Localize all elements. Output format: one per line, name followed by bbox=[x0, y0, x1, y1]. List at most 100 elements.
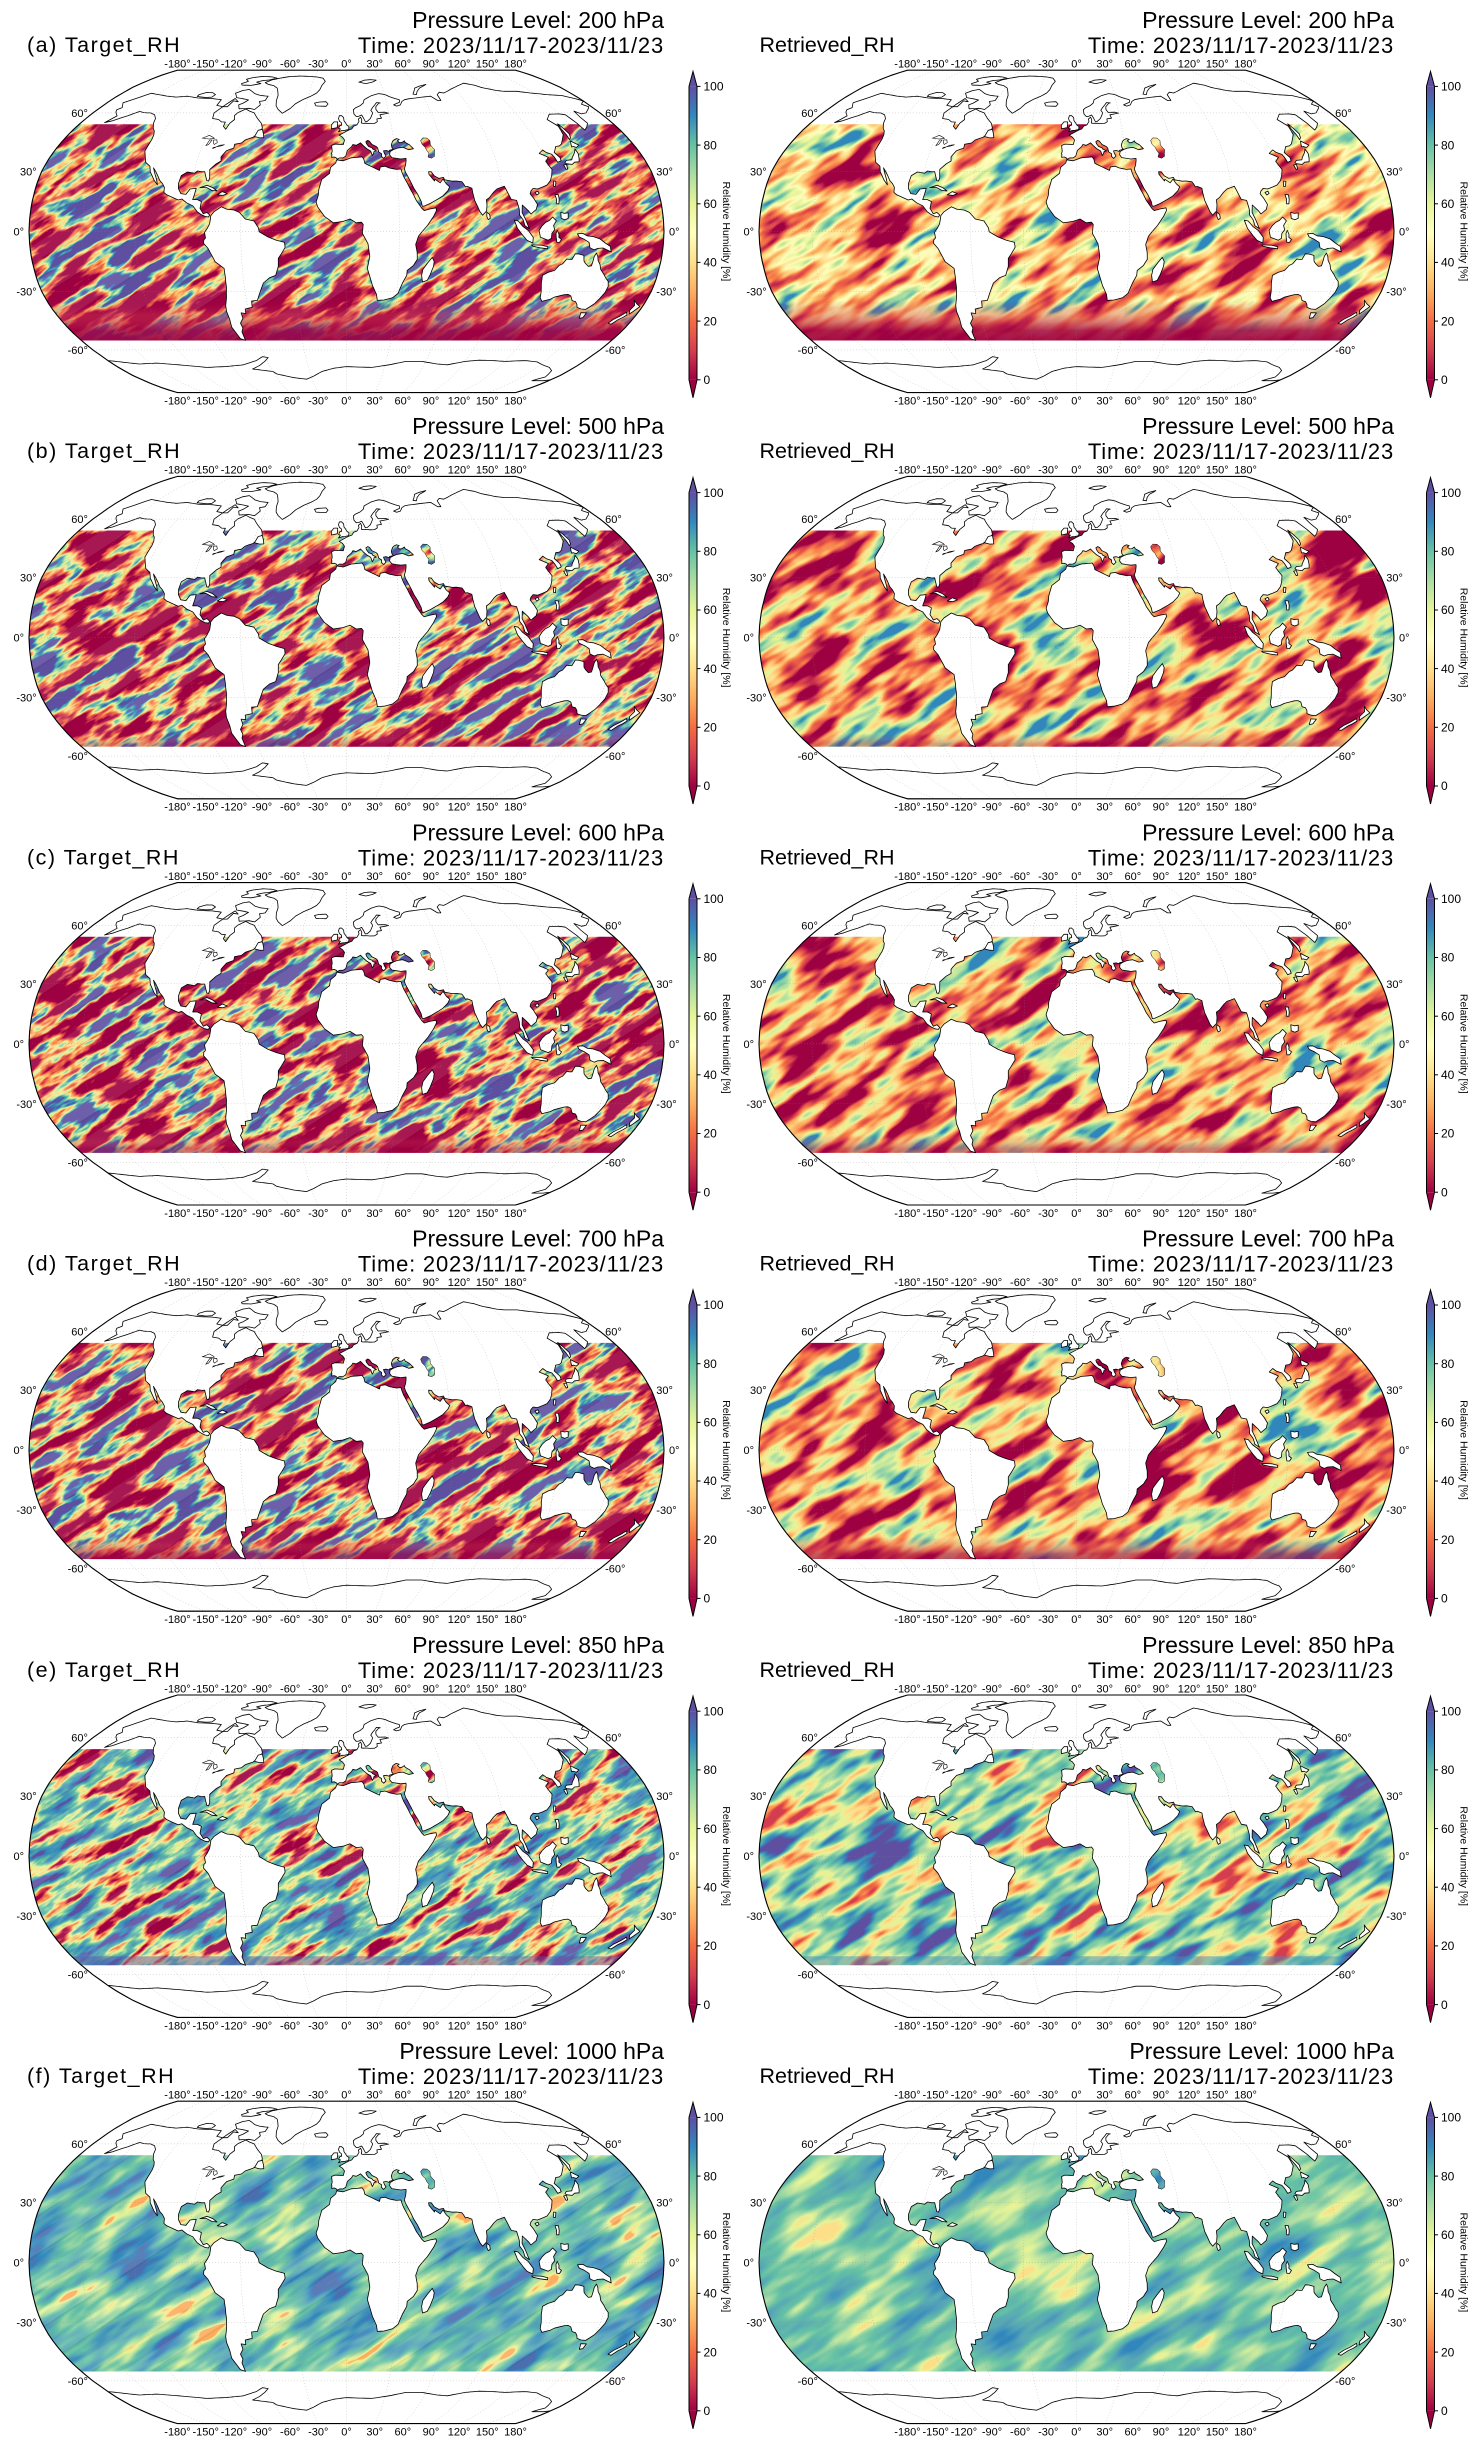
svg-text:60°: 60° bbox=[1124, 1277, 1141, 1289]
svg-text:-150°: -150° bbox=[922, 1208, 948, 1220]
svg-text:30°: 30° bbox=[366, 2090, 383, 2102]
svg-text:-30°: -30° bbox=[656, 1505, 676, 1517]
svg-text:0°: 0° bbox=[1071, 2020, 1082, 2032]
svg-text:30°: 30° bbox=[750, 166, 767, 178]
svg-text:Pressure Level: 500 hPa: Pressure Level: 500 hPa bbox=[1142, 413, 1394, 439]
svg-text:30°: 30° bbox=[750, 573, 767, 585]
svg-text:-30°: -30° bbox=[308, 2020, 328, 2032]
svg-text:-180°: -180° bbox=[894, 59, 920, 71]
svg-text:180°: 180° bbox=[504, 2427, 527, 2439]
svg-text:-180°: -180° bbox=[164, 1683, 190, 1695]
svg-text:-150°: -150° bbox=[192, 802, 218, 814]
svg-text:60°: 60° bbox=[1124, 871, 1141, 883]
svg-text:60°: 60° bbox=[394, 802, 411, 814]
svg-text:30°: 30° bbox=[20, 166, 37, 178]
svg-text:90°: 90° bbox=[1153, 2020, 1170, 2032]
svg-text:-30°: -30° bbox=[656, 286, 676, 298]
svg-text:-90°: -90° bbox=[252, 802, 272, 814]
svg-text:(f) Target_RH: (f) Target_RH bbox=[27, 2064, 175, 2088]
svg-text:180°: 180° bbox=[1234, 2020, 1257, 2032]
svg-text:-180°: -180° bbox=[894, 1683, 920, 1695]
svg-text:60°: 60° bbox=[394, 1614, 411, 1626]
svg-text:-60°: -60° bbox=[1010, 2020, 1030, 2032]
svg-text:0°: 0° bbox=[341, 2020, 352, 2032]
svg-text:150°: 150° bbox=[476, 1208, 499, 1220]
svg-text:0°: 0° bbox=[341, 1277, 352, 1289]
svg-text:Pressure Level: 600 hPa: Pressure Level: 600 hPa bbox=[412, 819, 664, 845]
svg-text:180°: 180° bbox=[1234, 871, 1257, 883]
svg-text:60°: 60° bbox=[801, 1733, 818, 1745]
svg-text:60°: 60° bbox=[605, 1733, 622, 1745]
svg-text:120°: 120° bbox=[448, 1208, 471, 1220]
svg-text:0°: 0° bbox=[1071, 2090, 1082, 2102]
svg-text:-90°: -90° bbox=[982, 1614, 1002, 1626]
svg-text:-60°: -60° bbox=[68, 751, 88, 763]
svg-text:Pressure Level: 500 hPa: Pressure Level: 500 hPa bbox=[412, 413, 664, 439]
svg-text:60°: 60° bbox=[605, 920, 622, 932]
svg-text:30°: 30° bbox=[750, 1385, 767, 1397]
svg-text:30°: 30° bbox=[366, 1614, 383, 1626]
svg-text:-30°: -30° bbox=[746, 1099, 766, 1111]
svg-text:Relative Humidity [%]: Relative Humidity [%] bbox=[1458, 1806, 1470, 1906]
svg-text:60°: 60° bbox=[1335, 108, 1352, 120]
svg-text:Pressure Level: 700 hPa: Pressure Level: 700 hPa bbox=[1142, 1226, 1394, 1252]
svg-text:0°: 0° bbox=[1071, 802, 1082, 814]
svg-text:30°: 30° bbox=[1386, 573, 1403, 585]
svg-text:0°: 0° bbox=[13, 2257, 24, 2269]
svg-text:-120°: -120° bbox=[221, 396, 247, 408]
svg-text:Retrieved_RH: Retrieved_RH bbox=[760, 33, 895, 57]
svg-text:-150°: -150° bbox=[192, 2090, 218, 2102]
svg-text:60°: 60° bbox=[1124, 59, 1141, 71]
svg-text:180°: 180° bbox=[504, 396, 527, 408]
svg-text:-60°: -60° bbox=[1335, 1970, 1355, 1982]
svg-text:-90°: -90° bbox=[252, 1208, 272, 1220]
svg-text:-180°: -180° bbox=[164, 396, 190, 408]
svg-text:Pressure Level: 700 hPa: Pressure Level: 700 hPa bbox=[412, 1226, 664, 1252]
svg-text:Time: 2023/11/17-2023/11/23: Time: 2023/11/17-2023/11/23 bbox=[358, 1252, 664, 1277]
svg-text:-60°: -60° bbox=[1010, 1683, 1030, 1695]
svg-text:150°: 150° bbox=[1206, 1277, 1229, 1289]
svg-text:30°: 30° bbox=[1386, 1791, 1403, 1803]
svg-text:150°: 150° bbox=[476, 1683, 499, 1695]
svg-text:-90°: -90° bbox=[252, 1277, 272, 1289]
svg-text:-150°: -150° bbox=[922, 1683, 948, 1695]
svg-text:-120°: -120° bbox=[951, 871, 977, 883]
svg-text:60°: 60° bbox=[1124, 2090, 1141, 2102]
svg-text:60°: 60° bbox=[1124, 1208, 1141, 1220]
svg-text:-150°: -150° bbox=[192, 1277, 218, 1289]
svg-text:150°: 150° bbox=[476, 465, 499, 477]
svg-text:60°: 60° bbox=[394, 2427, 411, 2439]
svg-text:30°: 30° bbox=[656, 1791, 673, 1803]
svg-text:-120°: -120° bbox=[221, 59, 247, 71]
svg-text:0°: 0° bbox=[743, 1039, 754, 1051]
svg-text:90°: 90° bbox=[423, 1614, 440, 1626]
svg-text:60°: 60° bbox=[605, 514, 622, 526]
svg-text:30°: 30° bbox=[656, 1385, 673, 1397]
svg-text:-90°: -90° bbox=[982, 871, 1002, 883]
svg-text:-30°: -30° bbox=[308, 1208, 328, 1220]
svg-text:-30°: -30° bbox=[1386, 1099, 1406, 1111]
svg-text:-90°: -90° bbox=[252, 2090, 272, 2102]
svg-text:30°: 30° bbox=[656, 979, 673, 991]
svg-text:-150°: -150° bbox=[922, 2020, 948, 2032]
svg-text:-60°: -60° bbox=[68, 345, 88, 357]
svg-text:-60°: -60° bbox=[605, 751, 625, 763]
svg-text:60°: 60° bbox=[1124, 2020, 1141, 2032]
svg-text:0°: 0° bbox=[669, 1445, 680, 1457]
svg-text:120°: 120° bbox=[1178, 802, 1201, 814]
svg-text:60°: 60° bbox=[394, 2090, 411, 2102]
svg-text:-120°: -120° bbox=[951, 59, 977, 71]
svg-text:30°: 30° bbox=[366, 802, 383, 814]
svg-text:-90°: -90° bbox=[982, 59, 1002, 71]
svg-text:-30°: -30° bbox=[16, 693, 36, 705]
svg-text:30°: 30° bbox=[20, 573, 37, 585]
svg-text:-30°: -30° bbox=[1038, 1277, 1058, 1289]
svg-text:60°: 60° bbox=[1124, 396, 1141, 408]
svg-text:120°: 120° bbox=[448, 1614, 471, 1626]
svg-text:-90°: -90° bbox=[252, 871, 272, 883]
svg-text:120°: 120° bbox=[1178, 2020, 1201, 2032]
svg-text:-180°: -180° bbox=[164, 59, 190, 71]
svg-text:30°: 30° bbox=[1096, 2427, 1113, 2439]
svg-text:90°: 90° bbox=[1153, 396, 1170, 408]
svg-text:30°: 30° bbox=[1386, 166, 1403, 178]
